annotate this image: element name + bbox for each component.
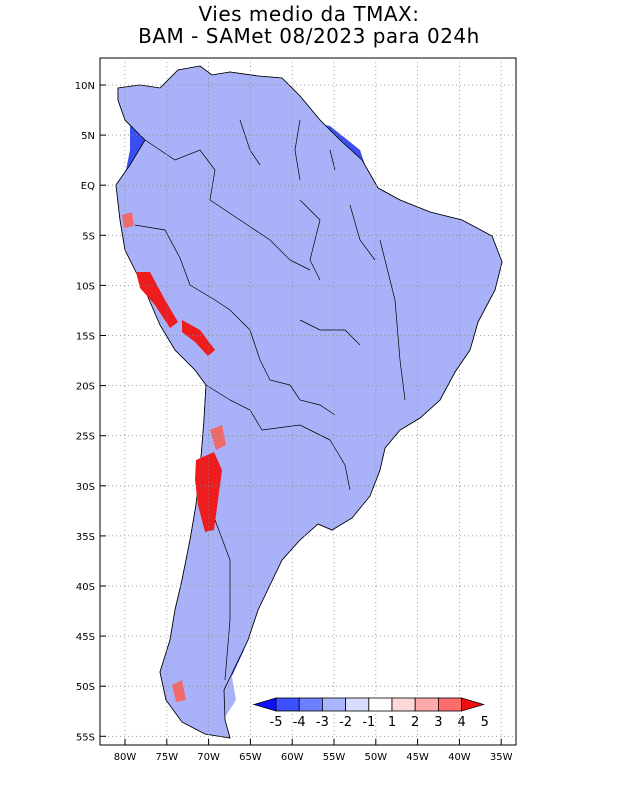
longitude-axis: 80W 75W 70W 65W 60W 55W 50W 45W 40W 35W bbox=[114, 739, 513, 763]
colorbar-max-arrow bbox=[461, 697, 486, 712]
colorbar-label: 4 bbox=[457, 715, 465, 730]
lat-label: 45S bbox=[76, 632, 95, 643]
lon-label: 65W bbox=[239, 752, 262, 763]
lat-label: 30S bbox=[76, 482, 95, 493]
colorbar-label: -3 bbox=[316, 715, 329, 730]
lat-label: 20S bbox=[76, 382, 95, 393]
map-title-line2: BAM - SAMet 08/2023 para 024h bbox=[138, 24, 480, 48]
lat-label: 25S bbox=[76, 432, 95, 443]
lon-label: 50W bbox=[364, 752, 387, 763]
lon-label: 80W bbox=[114, 752, 137, 763]
lon-label: 35W bbox=[490, 752, 513, 763]
lat-label: 10S bbox=[76, 281, 95, 292]
lon-label: 40W bbox=[448, 752, 471, 763]
colorbar-label: 5 bbox=[481, 715, 489, 730]
lat-label: EQ bbox=[81, 181, 95, 192]
lon-label: 45W bbox=[406, 752, 429, 763]
lat-label: 5N bbox=[81, 131, 95, 142]
colorbar-label: -5 bbox=[270, 715, 283, 730]
colorbar-label: -1 bbox=[362, 715, 375, 730]
lat-label: 50S bbox=[76, 682, 95, 693]
colorbar-bin bbox=[321, 697, 346, 712]
andes-warm-anomaly-chile bbox=[195, 452, 222, 532]
lat-label: 10N bbox=[75, 81, 95, 92]
lat-label: 5S bbox=[82, 231, 95, 242]
andes-warm-anomaly-central bbox=[182, 320, 215, 356]
lon-label: 60W bbox=[281, 752, 304, 763]
lat-label: 35S bbox=[76, 532, 95, 543]
colorbar: -5 -4 -3 -2 -1 1 2 3 4 5 bbox=[252, 697, 489, 730]
lat-label: 55S bbox=[76, 732, 95, 743]
colorbar-bin bbox=[414, 697, 439, 712]
colorbar-bin bbox=[345, 697, 370, 712]
colorbar-bin bbox=[298, 697, 323, 712]
lon-label: 75W bbox=[155, 752, 178, 763]
lon-label: 70W bbox=[197, 752, 220, 763]
map-title-line1: Vies medio da TMAX: bbox=[198, 2, 420, 26]
country-borders bbox=[134, 119, 406, 681]
colorbar-label: 2 bbox=[411, 715, 419, 730]
colorbar-label: -4 bbox=[293, 715, 306, 730]
colorbar-bin bbox=[437, 697, 462, 712]
colorbar-label: 1 bbox=[388, 715, 396, 730]
colorbar-bin bbox=[391, 697, 416, 712]
graticule bbox=[100, 58, 516, 745]
colorbar-bin bbox=[275, 697, 300, 712]
lon-label: 55W bbox=[323, 752, 346, 763]
colorbar-label: 3 bbox=[434, 715, 442, 730]
colorbar-label: -2 bbox=[339, 715, 352, 730]
colorbar-bin bbox=[368, 697, 393, 712]
lat-label: 40S bbox=[76, 582, 95, 593]
andes-warm-anomaly-north bbox=[136, 272, 178, 328]
latitude-axis: 10N 5N EQ 5S 10S 15S 20S 25S 30S 35S 40S 45S 50S 55S bbox=[75, 81, 106, 743]
lat-label: 15S bbox=[76, 332, 95, 343]
